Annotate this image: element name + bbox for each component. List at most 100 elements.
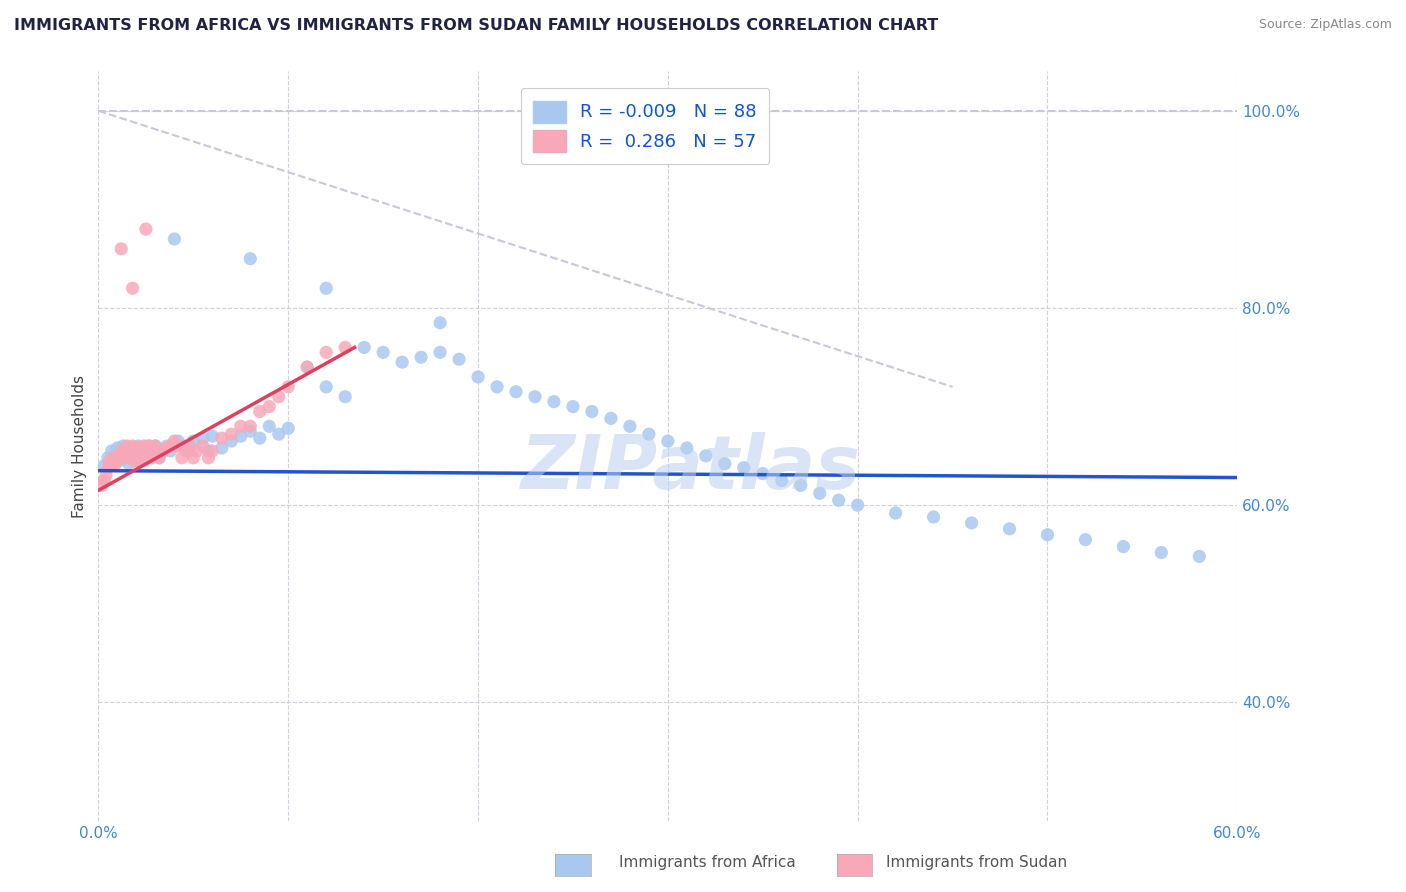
Point [229,429,252,443]
Point [107,449,129,463]
Point [91,478,114,492]
Text: IMMIGRANTS FROM AFRICA VS IMMIGRANTS FROM SUDAN FAMILY HOUSEHOLDS CORRELATION CH: IMMIGRANTS FROM AFRICA VS IMMIGRANTS FRO… [14,18,938,33]
Point [429,345,451,359]
Legend: R = -0.009   N = 88, R =  0.286   N = 57: R = -0.009 N = 88, R = 0.286 N = 57 [520,88,769,164]
Point [638,427,661,442]
Point [297,360,319,375]
Point [467,370,489,384]
Point [131,447,153,461]
Point [138,450,160,465]
Point [179,444,201,458]
Point [152,444,174,458]
Point [1036,527,1059,541]
Point [695,449,717,463]
Text: Immigrants from Africa: Immigrants from Africa [619,855,796,870]
Point [277,380,299,394]
Point [100,444,122,458]
Point [120,444,142,458]
Point [1074,533,1097,547]
Text: Source: ZipAtlas.com: Source: ZipAtlas.com [1258,18,1392,31]
Point [110,242,132,256]
Point [163,232,186,246]
Point [277,421,299,435]
Point [114,444,136,458]
Point [170,450,193,465]
Point [124,454,146,468]
Text: ZIPatlas: ZIPatlas [520,432,860,505]
Point [145,439,167,453]
Point [733,460,755,475]
Point [505,384,527,399]
Point [183,434,205,448]
Point [335,390,357,404]
Point [152,444,174,458]
Point [449,352,471,367]
Point [104,457,127,471]
Point [121,439,143,453]
Point [211,431,233,445]
Point [118,457,141,471]
Point [1112,540,1135,554]
Point [97,450,120,465]
Point [97,460,120,475]
Point [411,351,433,365]
Point [148,450,170,465]
Point [297,360,319,375]
Point [267,427,290,442]
Point [145,439,167,453]
Point [221,434,243,448]
Point [148,450,170,465]
Point [112,439,135,453]
Point [174,444,197,458]
Point [127,439,149,453]
Point [524,390,547,404]
Point [828,493,851,508]
Point [108,450,131,465]
Point [197,444,219,458]
Point [173,439,195,453]
Point [998,522,1021,536]
Point [114,450,136,465]
Point [562,400,585,414]
Point [1188,549,1211,564]
Point [141,444,163,458]
Point [714,457,737,471]
Point [125,449,148,463]
Point [127,441,149,455]
Point [159,439,181,453]
Point [429,316,451,330]
Point [267,390,290,404]
Point [156,441,179,455]
Point [922,510,945,524]
Point [197,450,219,465]
Point [156,439,179,453]
Point [657,434,679,448]
Point [167,434,190,448]
Point [229,419,252,434]
Point [315,380,337,394]
Point [94,468,117,483]
Point [100,458,122,473]
Point [121,441,143,455]
Point [142,444,165,458]
Point [159,444,181,458]
Point [335,340,357,354]
Point [391,355,413,369]
Point [110,447,132,461]
Point [110,444,132,458]
Point [93,458,115,473]
Point [371,345,394,359]
Point [249,431,271,445]
Point [120,449,142,463]
Point [201,444,224,458]
Point [790,478,813,492]
Point [121,281,143,295]
Point [135,450,157,465]
Point [141,450,163,465]
Point [486,380,509,394]
Point [104,449,127,463]
Point [186,444,208,458]
Text: Immigrants from Sudan: Immigrants from Sudan [886,855,1067,870]
Point [808,486,831,500]
Point [112,450,135,465]
